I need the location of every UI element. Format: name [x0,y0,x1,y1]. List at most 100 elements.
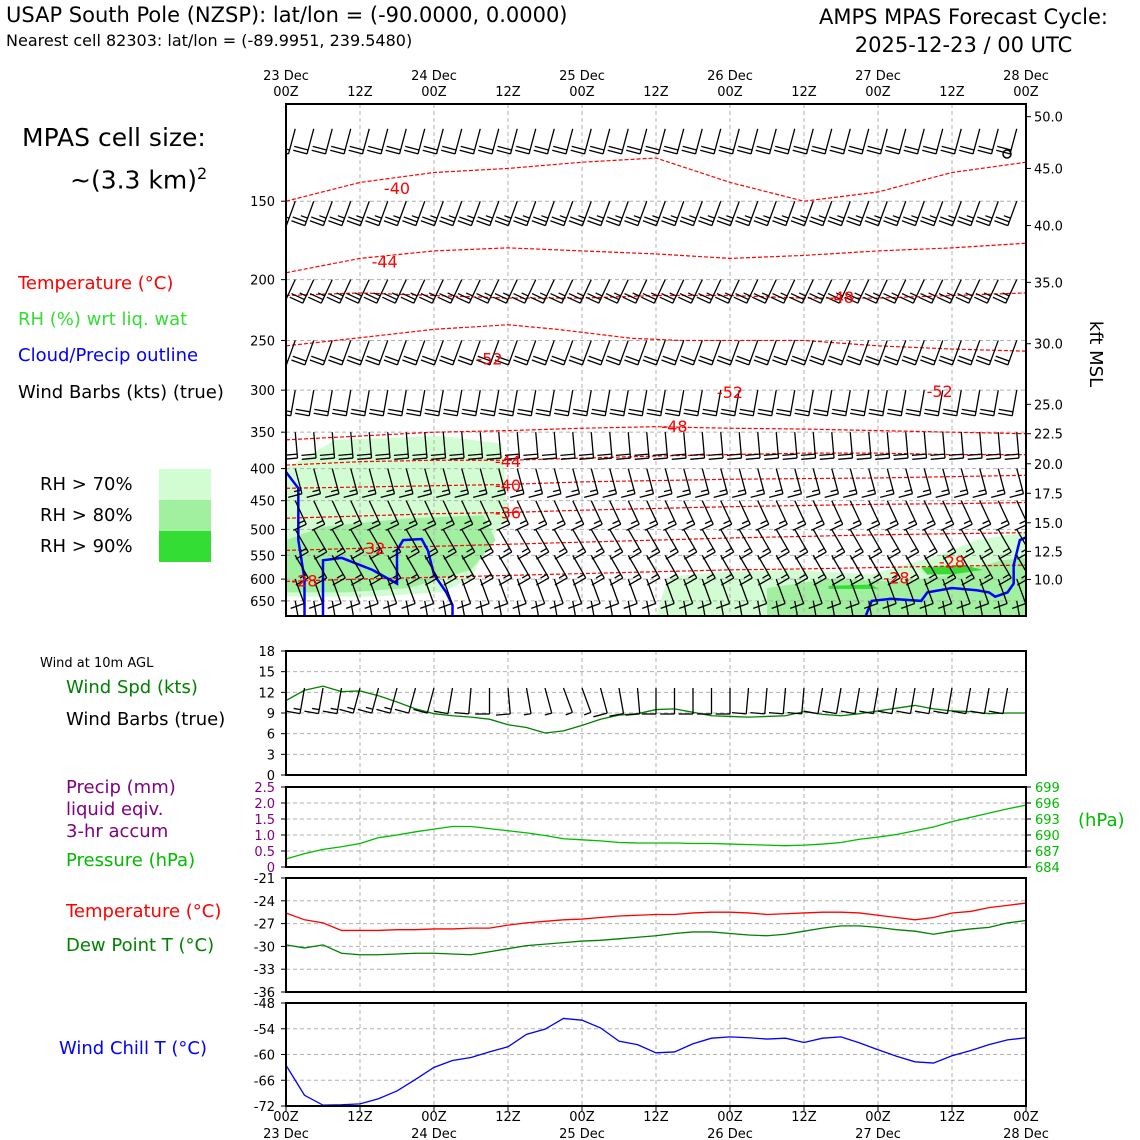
wind-barb-feather [811,523,825,531]
wind-barb-feather [849,145,864,151]
wind-barb-feather [875,457,890,460]
top-time-label: 12Z [791,85,817,100]
wind-barb-feather [366,216,381,223]
wind-barb-feather [896,710,911,715]
wind-barb-feather [311,149,326,155]
wind-barb-feather [376,708,391,714]
wind-barb-feather [295,577,309,586]
wind-barb-staff [586,390,592,416]
wind-barb-feather [830,489,838,493]
wind-barb-feather [731,493,747,499]
wind-barb-feather [467,453,483,456]
wind-barb-feather [943,408,958,413]
wind-barb-feather [715,602,730,610]
wind-barb-feather [612,520,620,525]
wind-barb-staff [646,468,655,494]
wind-barb-feather [339,708,354,714]
wind-barb-feather [286,298,287,300]
bottom-time-label: 00Z [273,1110,299,1125]
wind-barb-feather [554,408,570,413]
wind-barb-staff [1016,600,1021,616]
wind-barb-feather [871,520,879,525]
wind-barb-feather [780,292,788,297]
bottom-time-label: 12Z [643,1110,669,1125]
wind-barb-staff [664,468,673,494]
wind-barb-staff [313,578,324,604]
wind-barb-feather [499,408,514,413]
wind-barb-feather [924,577,938,586]
wind-barb-feather [994,359,1009,366]
wind-barb-feather [445,520,453,525]
wind-barb-feather [669,573,677,579]
y-tick-label: 9 [267,707,275,722]
wind-barb-staff [572,578,583,604]
wind-barb-feather [628,577,642,586]
wind-barb-feather [402,359,417,366]
wind-barb-feather [776,551,790,560]
wind-barb-staff [452,200,463,226]
wind-barb-feather [499,577,513,586]
isotherm-label: -28 [291,571,317,590]
wind-barb-feather [867,145,882,151]
wind-barb-feather [440,216,455,223]
wind-barb-staff [965,687,972,714]
wind-barb-staff [951,340,962,366]
wind-barb-feather [300,215,308,219]
wind-barb-feather [478,489,487,493]
wind-barb-staff [655,200,666,226]
wind-barb-feather [808,602,823,610]
wind-barb-feather [992,296,1007,304]
wind-barb-staff [562,687,574,713]
wind-barb-staff [868,600,873,616]
wind-barb-feather [627,145,642,151]
series-line-pressure [285,804,1027,860]
isotherm-label: -52 [927,382,953,401]
wind-barb-feather [795,551,809,560]
wind-barb-feather [910,573,918,579]
wind-barb-staff [808,390,814,416]
wind-barb-feather [360,627,374,629]
wind-barb-feather [739,577,753,586]
wind-barb-feather [577,573,585,579]
wind-barb-feather [568,292,583,301]
wind-barb-feather [827,220,842,227]
wind-barb-feather [958,355,973,362]
wind-barb-feather [921,216,936,223]
wind-barb-feather [982,520,990,525]
wind-barb-feather [550,292,564,301]
wind-barb-staff [396,340,407,366]
wind-barb-feather [837,453,853,456]
wind-barb-feather [567,602,582,610]
wind-barb-feather [355,547,363,553]
wind-barb-staff [660,390,666,416]
isotherm-line [286,532,1026,551]
wind-barb-feather [577,547,585,553]
wind-barb-feather [553,145,568,151]
wind-barb-feather [698,359,713,366]
wind-barb-staff [405,555,420,579]
wind-barb-feather [1007,627,1021,629]
isotherm-line [286,157,1026,202]
wind-barb-feather [662,355,677,362]
wind-barb-feather [699,355,714,362]
wind-barb-feather [443,551,457,560]
wind-barb-feather [554,551,568,560]
wind-barb-feather [471,627,485,629]
wind-barb-staff [505,279,518,304]
wind-barb-staff [711,340,722,366]
wind-barb-feather [478,523,492,531]
wind-barb-feather [349,489,357,493]
wind-barb-feather [317,292,325,297]
wind-barb-staff [387,555,402,579]
dewpoint-label: Dew Point T (°C) [66,935,215,956]
wind-barb-feather [353,520,361,525]
wind-barb-feather [571,145,586,151]
wind-barb-feather [523,453,538,456]
wind-barb-staff [674,340,685,366]
wind-barb-feather [841,627,855,629]
wind-barb-feather [689,215,697,219]
wind-barb-feather [348,523,363,531]
wind-barb-staff [831,578,842,604]
wind-barb-feather [495,713,511,716]
wind-barb-feather [385,216,399,223]
